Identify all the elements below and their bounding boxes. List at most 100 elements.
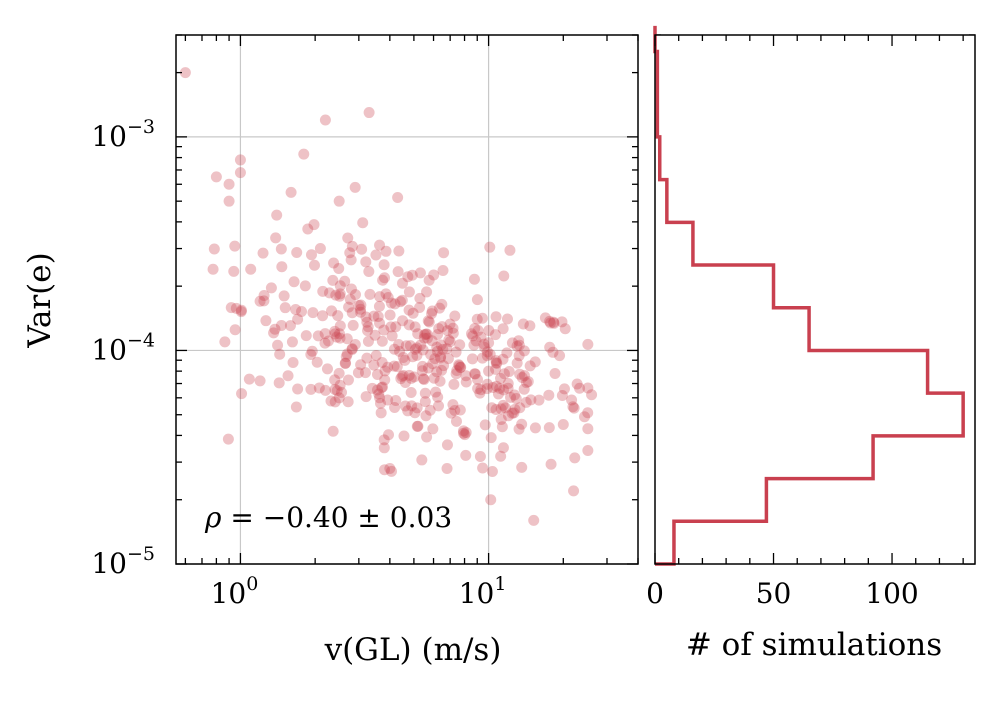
scatter-point	[361, 352, 373, 364]
scatter-point	[403, 319, 415, 331]
scatter-point	[346, 307, 358, 319]
scatter-point	[516, 461, 528, 473]
scatter-point	[460, 449, 472, 461]
scatter-point	[331, 331, 343, 343]
scatter-point	[417, 360, 429, 372]
scatter-point	[331, 385, 343, 397]
scatter-point	[420, 328, 432, 340]
scatter-point	[312, 330, 324, 342]
scatter-point	[454, 339, 466, 351]
scatter-point	[333, 263, 345, 275]
scatter-point	[450, 415, 462, 427]
scatter-point	[359, 367, 371, 379]
scatter-point	[431, 366, 443, 378]
scatter-point	[234, 167, 246, 179]
scatter-point	[586, 389, 598, 401]
scatter-point	[458, 425, 470, 437]
scatter-point	[393, 339, 405, 351]
scatter-point	[568, 485, 580, 497]
scatter-point	[502, 410, 514, 422]
scatter-point	[308, 219, 320, 231]
scatter-point	[548, 316, 560, 328]
scatter-point	[490, 355, 502, 367]
rho-value: = −0.40 ± 0.03	[221, 501, 452, 534]
scatter-point	[498, 270, 510, 282]
scatter-point	[334, 379, 346, 391]
scatter-point	[441, 439, 453, 451]
scatter-point	[407, 351, 419, 363]
scatter-point	[498, 368, 510, 380]
scatter-point	[454, 404, 466, 416]
scatter-point	[305, 249, 317, 261]
scatter-point	[397, 369, 409, 381]
scatter-point	[476, 352, 488, 364]
histogram-step-line	[653, 25, 965, 566]
scatter-point	[477, 462, 489, 474]
scatter-point	[400, 340, 412, 352]
scatter-point	[326, 305, 338, 317]
scatter-point	[313, 382, 325, 394]
scatter-point	[556, 389, 568, 401]
rho-symbol: ρ	[204, 501, 222, 534]
scatter-point	[254, 295, 266, 307]
scatter-point	[415, 339, 427, 351]
scatter-point	[296, 305, 308, 317]
y-tick-label: 10−5	[91, 543, 155, 580]
scatter-point	[391, 361, 403, 373]
scatter-point	[274, 348, 286, 360]
scatter-point	[453, 359, 465, 371]
scatter-point	[392, 266, 404, 278]
scatter-point	[513, 423, 525, 435]
scatter-points	[179, 67, 598, 526]
scatter-point	[559, 323, 571, 335]
scatter-point	[245, 263, 257, 275]
scatter-point	[504, 244, 516, 256]
scatter-point	[378, 272, 390, 284]
correlation-annotation: ρ = −0.40 ± 0.03	[204, 501, 452, 534]
scatter-point	[278, 290, 290, 302]
scatter-point	[490, 363, 502, 375]
scatter-point	[319, 384, 331, 396]
scatter-point	[345, 254, 357, 266]
scatter-point	[319, 114, 331, 126]
scatter-point	[574, 382, 586, 394]
scatter-point	[258, 289, 270, 301]
scatter-point	[486, 402, 498, 414]
scatter-point	[434, 352, 446, 364]
scatter-point	[380, 245, 392, 257]
histogram-frame	[654, 34, 976, 565]
scatter-point	[342, 374, 354, 386]
scatter-point	[503, 365, 515, 377]
scatter-point	[370, 249, 382, 261]
scatter-point	[374, 291, 386, 303]
scatter-point	[432, 391, 444, 403]
scatter-point	[427, 358, 439, 370]
scatter-point	[414, 292, 426, 304]
scatter-point	[554, 350, 566, 362]
scatter-point	[495, 403, 507, 415]
scatter-point	[300, 330, 312, 342]
scatter-point	[433, 400, 445, 412]
scatter-point	[276, 261, 288, 273]
scatter-point	[334, 290, 346, 302]
scatter-point	[469, 368, 481, 380]
scatter-point	[279, 302, 291, 314]
scatter-point	[345, 283, 357, 295]
scatter-point	[485, 494, 497, 506]
svg-text:ρ = −0.40 ± 0.03: ρ = −0.40 ± 0.03	[204, 501, 452, 534]
scatter-point	[418, 332, 430, 344]
scatter-point	[513, 339, 525, 351]
scatter-point	[489, 329, 501, 341]
scatter-point	[490, 380, 502, 392]
scatter-point	[179, 67, 191, 79]
scatter-point	[483, 337, 495, 349]
scatter-point	[347, 319, 359, 331]
scatter-point	[509, 403, 521, 415]
scatter-point	[434, 302, 446, 314]
scatter-point	[447, 322, 459, 334]
scatter-point	[379, 464, 391, 476]
scatter-point	[208, 243, 220, 255]
scatter-point	[353, 299, 365, 311]
scatter-point	[275, 319, 287, 331]
scatter-point	[501, 313, 513, 325]
